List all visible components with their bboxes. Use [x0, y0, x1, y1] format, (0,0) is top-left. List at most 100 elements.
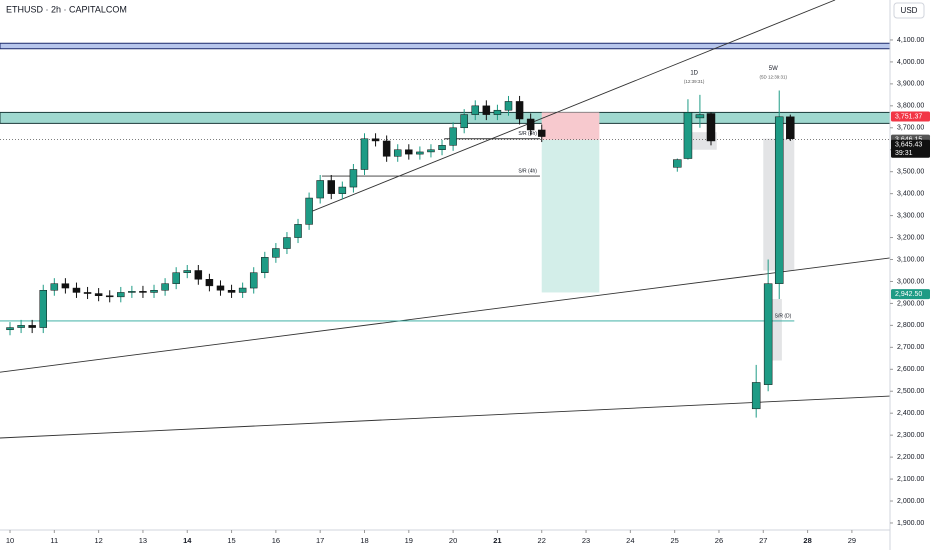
candle-body [393, 149, 402, 157]
sr-label: S/R (4h) [518, 131, 537, 137]
candle-body [216, 285, 225, 291]
y-tick-label: 3,500.00 [897, 169, 924, 176]
candle-body [238, 287, 247, 293]
candle-body [194, 270, 203, 280]
y-tick-label: 2,400.00 [897, 410, 924, 417]
x-tick-label: 20 [449, 536, 457, 545]
htf-label: 5W [769, 66, 778, 72]
candle-body [786, 116, 795, 140]
currency[interactable]: USD [901, 6, 918, 15]
candle-body [493, 109, 502, 115]
trendline [309, 0, 836, 213]
candle-body [460, 114, 468, 129]
zone [0, 111, 890, 124]
candle-body [183, 270, 192, 273]
candle-body [382, 140, 391, 157]
candle-body [504, 101, 513, 111]
candle-body [695, 114, 705, 119]
candle-body [261, 257, 269, 273]
y-tick-label: 4,100.00 [897, 37, 924, 44]
candle-body [83, 292, 92, 294]
x-tick-label: 10 [6, 536, 14, 545]
y-tick-label: 3,400.00 [897, 190, 924, 197]
y-tick-label: 2,900.00 [897, 300, 924, 307]
y-tick-label: 2,500.00 [897, 388, 924, 395]
y-tick-label: 3,700.00 [897, 125, 924, 132]
x-tick-label: 12 [94, 536, 102, 545]
candle-body [150, 289, 158, 293]
y-tick-label: 2,300.00 [897, 432, 924, 439]
candle-body [294, 224, 302, 238]
candle-body [50, 283, 59, 291]
x-tick-label: 19 [405, 536, 413, 545]
candle-body [673, 159, 682, 168]
y-tick-label: 2,700.00 [897, 344, 924, 351]
target-zone [541, 139, 600, 293]
y-tick-label: 2,000.00 [897, 498, 924, 505]
y-tick-label: 4,000.00 [897, 59, 924, 66]
candle-body [105, 295, 114, 298]
candle-body [94, 293, 103, 296]
candle-body [349, 169, 358, 188]
candle-body [416, 151, 424, 155]
candle-body [327, 180, 336, 194]
candle-body [526, 118, 535, 131]
candle-body [6, 327, 14, 331]
x-tick-label: 14 [183, 536, 192, 545]
y-tick-label: 1,900.00 [897, 520, 924, 527]
y-tick-label: 2,100.00 [897, 476, 924, 483]
candle-body [360, 138, 369, 170]
candle-body [774, 116, 784, 284]
x-tick-label: 15 [227, 536, 235, 545]
price-label: 3,751.37 [895, 113, 922, 120]
candle-body [128, 291, 136, 293]
candle-body [139, 291, 147, 293]
x-tick-label: 26 [715, 536, 723, 545]
sr-label: S/R (D) [775, 313, 792, 319]
chart-title: ETHUSD · 2h · CAPITALCOM [6, 4, 127, 14]
candle-body [438, 145, 446, 150]
x-tick-label: 23 [582, 536, 590, 545]
candle-body [338, 186, 347, 194]
candle-body [537, 129, 546, 137]
currency-button[interactable] [893, 2, 925, 19]
candle-body [515, 101, 524, 120]
candle-body [471, 105, 480, 115]
candle-body [39, 289, 47, 328]
trendline [0, 395, 890, 439]
candle-body [371, 138, 380, 142]
x-tick-label: 28 [803, 536, 811, 545]
x-tick-label: 13 [139, 536, 147, 545]
price-label-box [891, 111, 930, 122]
candle-body [449, 127, 457, 146]
price-label-box [891, 289, 930, 300]
x-tick-label: 17 [316, 536, 324, 545]
price-axis [890, 0, 932, 550]
sr-label: S/R (4h) [518, 168, 537, 174]
candle-body [706, 113, 716, 142]
htf-label: 1D [690, 70, 698, 76]
x-tick-label: 24 [626, 536, 634, 545]
candle-body [482, 105, 491, 115]
trendline [0, 257, 890, 373]
candle-body [283, 237, 291, 249]
y-tick-label: 3,200.00 [897, 234, 924, 241]
candle-body [161, 283, 169, 291]
x-tick-label: 27 [759, 536, 767, 545]
candle-body [17, 325, 25, 328]
x-tick-label: 21 [493, 536, 501, 545]
y-tick-label: 3,100.00 [897, 256, 924, 263]
candle-body [227, 289, 236, 293]
candle-body [316, 180, 324, 199]
y-tick-label: 2,200.00 [897, 454, 924, 461]
candle-body [205, 279, 214, 287]
y-tick-label: 3,800.00 [897, 103, 924, 110]
price-label: 3,645.43 [895, 142, 922, 149]
htf-timer: (5D 12:39:31) [759, 75, 787, 80]
zone [0, 42, 890, 50]
htf-timer: (12:39:31) [684, 79, 705, 84]
candle-body [72, 287, 81, 293]
x-tick-label: 29 [848, 536, 856, 545]
